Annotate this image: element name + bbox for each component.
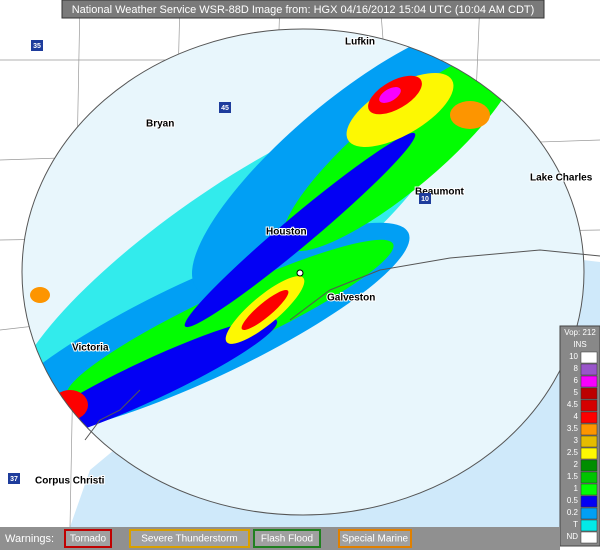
legend-label: 1.5 <box>567 472 579 481</box>
legend-swatch <box>580 531 598 544</box>
highway-label: 45 <box>221 105 229 112</box>
header-title: National Weather Service WSR-88D Image f… <box>72 4 535 16</box>
coastline <box>84 249 600 441</box>
header-bar <box>61 0 545 19</box>
legend-swatch <box>580 507 598 520</box>
warning-box <box>253 529 321 548</box>
radar-site <box>296 269 304 277</box>
legend-swatch <box>580 375 598 388</box>
warning-label: Severe Thunderstorm <box>141 534 238 545</box>
city-label: Galveston <box>327 293 375 304</box>
city-label: Corpus Christi <box>35 476 105 487</box>
city-label: Houston <box>266 227 307 238</box>
warnings-bar: Warnings: Tornado Severe Thunderstorm Flas… <box>0 527 560 550</box>
legend-label: 1 <box>574 484 579 493</box>
legend-swatch <box>580 459 598 472</box>
legend-swatch <box>580 435 598 448</box>
legend-label: 5 <box>574 388 579 397</box>
city-label: Lake Charles <box>530 173 593 184</box>
legend-label: 4.5 <box>567 400 579 409</box>
legend-label: 2.5 <box>567 448 579 457</box>
legend-label: 3.5 <box>567 424 579 433</box>
legend-label: 4 <box>574 412 579 421</box>
city-label: Lufkin <box>345 37 375 48</box>
warning-label: Tornado <box>70 534 107 545</box>
legend-label: ND <box>566 532 578 541</box>
legend-title: Vop: 212 <box>564 328 596 337</box>
legend-label: 0.5 <box>567 496 579 505</box>
legend-swatch <box>580 423 598 436</box>
highway-label: 10 <box>421 196 429 203</box>
warning-label: Special Marine <box>342 534 409 545</box>
legend-label: 3 <box>574 436 579 445</box>
city-label: Bryan <box>146 119 174 130</box>
warning-label: Flash Flood <box>261 534 313 545</box>
legend-unit: INS <box>573 340 586 349</box>
legend-swatch <box>580 471 598 484</box>
highway-label: 37 <box>10 476 18 483</box>
legend-swatch <box>580 387 598 400</box>
legend-label: 6 <box>574 376 579 385</box>
warnings-label: Warnings: <box>5 533 54 545</box>
city-label: Victoria <box>72 343 109 354</box>
legend-label: 10 <box>569 352 578 361</box>
legend-swatch <box>580 447 598 460</box>
legend-swatch <box>580 363 598 376</box>
highway-label: 35 <box>33 43 41 50</box>
warning-box <box>64 529 112 548</box>
legend-swatch <box>580 351 598 364</box>
warning-box <box>338 529 412 548</box>
legend-label: 8 <box>574 364 579 373</box>
legend: Vop: 212 INS 10 8 6 5 4.5 4 3.5 3 2.5 2 1.5 1 0.5 0.2… <box>559 325 600 547</box>
legend-swatch <box>580 495 598 508</box>
highway-shields: 35 45 10 37 <box>8 40 431 484</box>
legend-swatch <box>580 519 598 532</box>
warning-box <box>129 529 250 548</box>
legend-label: T <box>573 520 578 529</box>
legend-label: 0.2 <box>567 508 579 517</box>
legend-label: 2 <box>574 460 579 469</box>
radar-range-ring <box>21 28 585 516</box>
precipitation <box>22 29 584 515</box>
legend-swatch <box>580 483 598 496</box>
legend-swatch <box>580 411 598 424</box>
legend-swatch <box>580 399 598 412</box>
